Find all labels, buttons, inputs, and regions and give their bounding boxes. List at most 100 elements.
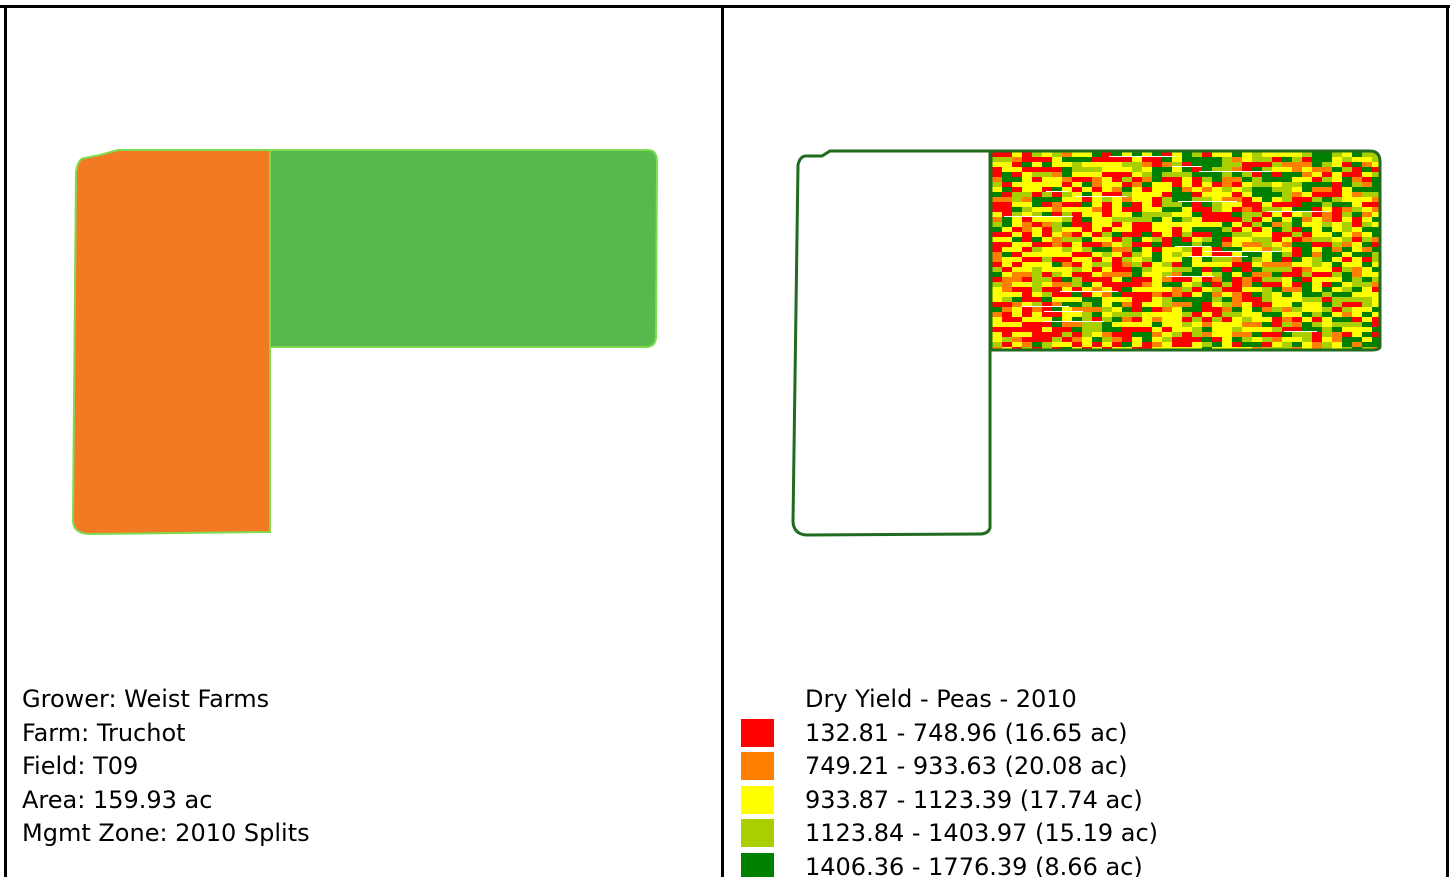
- yield-cell: [1162, 192, 1174, 197]
- yield-cell: [1292, 227, 1308, 232]
- yield-cell: [1272, 322, 1289, 327]
- yield-cell: [1112, 312, 1122, 317]
- yield-cell: [1312, 167, 1330, 172]
- yield-cell: [1062, 322, 1074, 327]
- yield-cell: [1042, 157, 1058, 162]
- yield-cell: [1292, 337, 1311, 342]
- yield-cell: [1062, 272, 1072, 277]
- yield-cell: [1162, 167, 1178, 172]
- yield-cell: [1112, 277, 1129, 282]
- yield-cell: [1132, 267, 1148, 272]
- yield-cell: [1332, 292, 1351, 297]
- yield-cell: [1342, 197, 1361, 202]
- yield-cell: [1132, 342, 1142, 347]
- yield-cell: [1192, 302, 1202, 307]
- yield-cell: [1262, 282, 1274, 287]
- yield-cell: [1232, 192, 1250, 197]
- yield-cell: [1012, 272, 1027, 277]
- yield-cell: [1282, 327, 1293, 332]
- yield-cell: [1262, 162, 1272, 167]
- yield-cell: [1242, 162, 1253, 167]
- yield-cell: [1332, 302, 1343, 307]
- yield-cell: [1222, 197, 1237, 202]
- yield-cell: [1012, 162, 1026, 167]
- yield-cell: [1102, 342, 1112, 347]
- yield-cell: [1352, 337, 1365, 342]
- yield-cell: [1152, 342, 1163, 347]
- yield-cell: [1342, 202, 1357, 207]
- yield-cell: [1082, 322, 1097, 327]
- yield-cell: [1372, 237, 1380, 242]
- yield-cell: [992, 227, 1010, 232]
- yield-cell: [1102, 222, 1116, 227]
- yield-cell: [1312, 242, 1328, 247]
- yield-cell: [1362, 317, 1373, 322]
- yield-gap: [1044, 311, 1083, 312]
- yield-cell: [1332, 157, 1345, 162]
- yield-cell: [1302, 162, 1318, 167]
- yield-cell: [1172, 152, 1186, 157]
- yield-cell: [1112, 157, 1130, 162]
- yield-cell: [1002, 212, 1020, 217]
- yield-cell: [1242, 197, 1257, 202]
- yield-cell: [1182, 337, 1195, 342]
- yield-cell: [1342, 252, 1361, 257]
- yield-cell: [1122, 312, 1138, 317]
- yield-cell: [1212, 247, 1227, 252]
- yield-cell: [1062, 197, 1079, 202]
- yield-cell: [1232, 217, 1249, 222]
- field-outline-west: [791, 149, 992, 537]
- yield-cell: [1122, 192, 1137, 197]
- yield-cell: [1262, 317, 1280, 322]
- yield-cell: [1352, 257, 1369, 262]
- yield-cell: [1312, 187, 1331, 192]
- yield-cell: [1362, 177, 1380, 182]
- yield-cell: [1062, 257, 1079, 262]
- yield-cell: [1292, 332, 1311, 337]
- yield-cell: [1372, 302, 1380, 307]
- yield-cell: [1372, 167, 1380, 172]
- yield-cell: [1232, 297, 1250, 302]
- yield-cell: [1092, 342, 1103, 347]
- yield-cell: [1352, 237, 1362, 242]
- yield-cell: [1352, 267, 1367, 272]
- yield-cell: [1232, 287, 1242, 292]
- yield-cell: [1312, 302, 1325, 307]
- yield-cell: [1262, 172, 1272, 177]
- yield-cell: [1132, 157, 1151, 162]
- yield-cell: [1312, 287, 1326, 292]
- yield-cell: [1332, 212, 1345, 217]
- yield-cell: [1212, 312, 1229, 317]
- yield-cell: [1172, 272, 1183, 277]
- yield-cell: [1322, 182, 1332, 187]
- yield-cell: [1372, 242, 1380, 247]
- yield-cell: [1132, 167, 1151, 172]
- yield-cell: [1192, 337, 1210, 342]
- yield-cell: [1202, 187, 1213, 192]
- yield-cell: [1202, 312, 1217, 317]
- yield-cell: [1032, 202, 1042, 207]
- yield-cell: [1282, 202, 1299, 207]
- yield-cell: [1032, 192, 1050, 197]
- yield-cell: [1052, 342, 1064, 347]
- yield-cell: [1342, 162, 1355, 167]
- yield-cell: [1012, 177, 1031, 182]
- yield-cell: [1292, 292, 1304, 297]
- yield-gap: [1021, 306, 1069, 307]
- yield-cell: [1362, 162, 1380, 167]
- yield-cell: [1362, 227, 1374, 232]
- yield-cell: [1212, 297, 1226, 302]
- yield-cell: [1112, 252, 1126, 257]
- yield-cell: [1362, 337, 1378, 342]
- yield-cell: [1372, 252, 1380, 257]
- yield-cell: [1272, 272, 1288, 277]
- yield-cell: [1352, 167, 1366, 172]
- yield-cell: [1352, 292, 1369, 297]
- yield-cell: [1232, 182, 1244, 187]
- yield-cell: [1212, 287, 1223, 292]
- yield-cell: [1222, 322, 1241, 327]
- yield-cell: [1042, 217, 1052, 222]
- yield-cell: [1152, 237, 1164, 242]
- yield-cell: [1002, 257, 1012, 262]
- yield-cell: [1262, 327, 1275, 332]
